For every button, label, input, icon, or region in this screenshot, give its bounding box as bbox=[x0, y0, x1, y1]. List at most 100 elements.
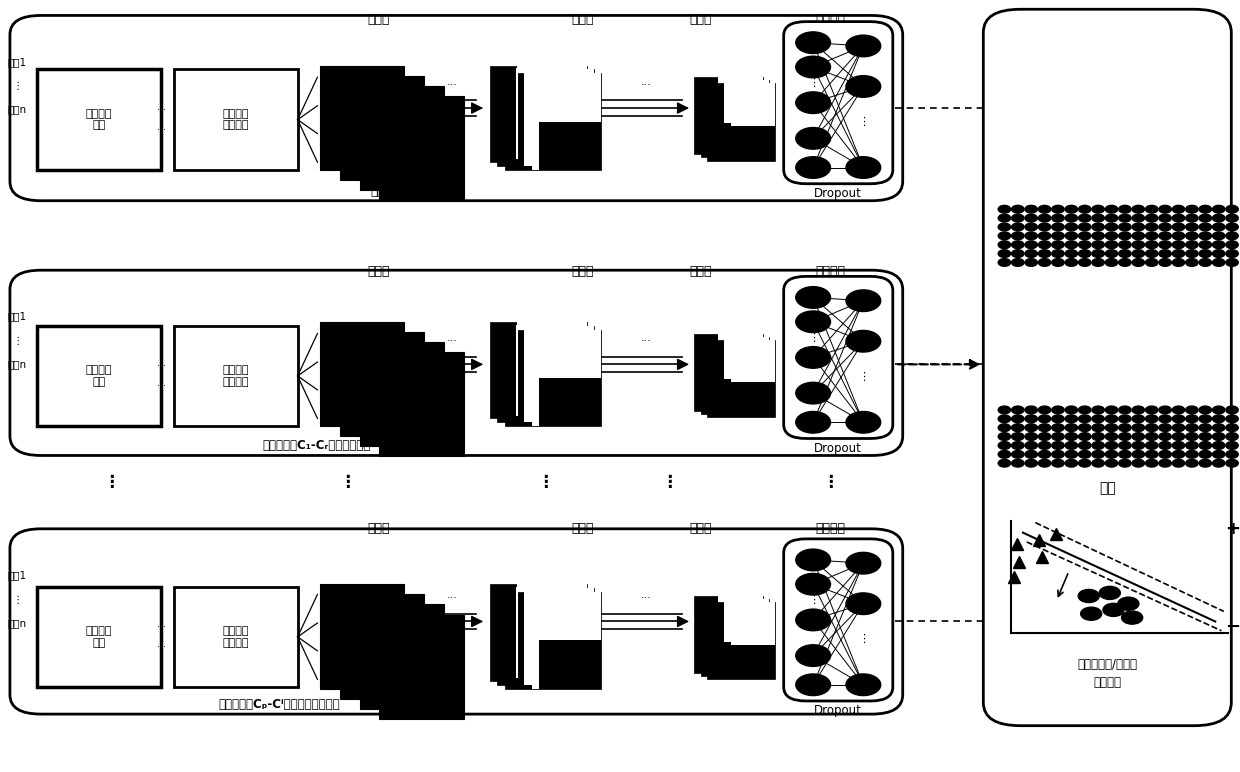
Circle shape bbox=[846, 411, 880, 433]
Bar bbox=[525, 636, 532, 685]
Text: 故障n: 故障n bbox=[7, 105, 27, 114]
Circle shape bbox=[1065, 450, 1078, 459]
Circle shape bbox=[1118, 205, 1131, 213]
Circle shape bbox=[1226, 415, 1239, 423]
Text: 锂电池单体/电池包
故障分类: 锂电池单体/电池包 故障分类 bbox=[1078, 658, 1137, 689]
Bar bbox=[730, 602, 775, 645]
Circle shape bbox=[1159, 442, 1172, 449]
Bar bbox=[724, 337, 769, 379]
Circle shape bbox=[1065, 214, 1078, 222]
Circle shape bbox=[1065, 249, 1078, 257]
Circle shape bbox=[1025, 406, 1038, 414]
Circle shape bbox=[1079, 249, 1091, 257]
Text: ···: ··· bbox=[156, 105, 166, 114]
Circle shape bbox=[1118, 232, 1131, 240]
Circle shape bbox=[1213, 406, 1225, 414]
Circle shape bbox=[998, 259, 1011, 266]
Circle shape bbox=[1199, 214, 1211, 222]
Text: 激活层: 激活层 bbox=[572, 523, 594, 535]
Text: 感知生成
故障样本: 感知生成 故障样本 bbox=[222, 626, 249, 648]
Circle shape bbox=[1012, 432, 1024, 440]
Circle shape bbox=[1213, 450, 1225, 459]
Bar bbox=[505, 592, 601, 689]
Bar bbox=[525, 588, 594, 636]
Circle shape bbox=[1025, 259, 1038, 266]
Circle shape bbox=[1092, 259, 1105, 266]
Text: ···: ··· bbox=[156, 361, 166, 371]
Circle shape bbox=[1052, 442, 1064, 449]
Bar bbox=[174, 326, 298, 426]
Circle shape bbox=[1079, 259, 1091, 266]
Bar bbox=[174, 69, 298, 170]
Circle shape bbox=[1052, 450, 1064, 459]
Bar bbox=[718, 77, 763, 120]
Circle shape bbox=[998, 459, 1011, 467]
Circle shape bbox=[1079, 406, 1091, 414]
Circle shape bbox=[1038, 214, 1050, 222]
Circle shape bbox=[1132, 450, 1145, 459]
Circle shape bbox=[796, 609, 831, 631]
Circle shape bbox=[1146, 214, 1158, 222]
Bar bbox=[724, 599, 769, 642]
Circle shape bbox=[1132, 259, 1145, 266]
Circle shape bbox=[1092, 459, 1105, 467]
Circle shape bbox=[1065, 432, 1078, 440]
Circle shape bbox=[1172, 432, 1184, 440]
Circle shape bbox=[1226, 241, 1239, 249]
Circle shape bbox=[1132, 214, 1145, 222]
Circle shape bbox=[1226, 450, 1239, 459]
Text: ···: ··· bbox=[156, 622, 166, 631]
Text: ⋮: ⋮ bbox=[12, 595, 22, 604]
Bar bbox=[532, 641, 539, 689]
Circle shape bbox=[1038, 450, 1050, 459]
Circle shape bbox=[998, 432, 1011, 440]
Circle shape bbox=[1065, 424, 1078, 432]
FancyBboxPatch shape bbox=[784, 539, 893, 701]
Circle shape bbox=[1132, 223, 1145, 231]
Bar bbox=[525, 374, 532, 422]
Circle shape bbox=[1052, 424, 1064, 432]
Circle shape bbox=[1079, 450, 1091, 459]
Circle shape bbox=[1146, 415, 1158, 423]
Text: 故障1: 故障1 bbox=[7, 57, 27, 66]
Circle shape bbox=[1172, 241, 1184, 249]
Bar bbox=[525, 69, 594, 117]
Circle shape bbox=[1159, 415, 1172, 423]
Circle shape bbox=[1226, 214, 1239, 222]
Text: −: − bbox=[1225, 618, 1240, 636]
Text: 故障1: 故障1 bbox=[7, 571, 27, 580]
Text: ···: ··· bbox=[641, 80, 652, 90]
Circle shape bbox=[1092, 442, 1105, 449]
Text: ⋮: ⋮ bbox=[12, 337, 22, 346]
Circle shape bbox=[1118, 415, 1131, 423]
Bar bbox=[490, 322, 587, 418]
Circle shape bbox=[1038, 432, 1050, 440]
Circle shape bbox=[1172, 214, 1184, 222]
Circle shape bbox=[1012, 223, 1024, 231]
Circle shape bbox=[796, 674, 831, 696]
Text: ⋮: ⋮ bbox=[858, 635, 869, 645]
Circle shape bbox=[1092, 205, 1105, 213]
Circle shape bbox=[1159, 450, 1172, 459]
Circle shape bbox=[1159, 424, 1172, 432]
Circle shape bbox=[1012, 214, 1024, 222]
Circle shape bbox=[1213, 432, 1225, 440]
Circle shape bbox=[1052, 459, 1064, 467]
Circle shape bbox=[1132, 205, 1145, 213]
Circle shape bbox=[1118, 432, 1131, 440]
Circle shape bbox=[1012, 459, 1024, 467]
Circle shape bbox=[1105, 259, 1117, 266]
Circle shape bbox=[1172, 249, 1184, 257]
Circle shape bbox=[1185, 205, 1198, 213]
Circle shape bbox=[1038, 232, 1050, 240]
Circle shape bbox=[796, 56, 831, 78]
Circle shape bbox=[1025, 223, 1038, 231]
Text: 池化层: 池化层 bbox=[689, 13, 712, 25]
Circle shape bbox=[1118, 424, 1131, 432]
Bar bbox=[340, 76, 424, 180]
Circle shape bbox=[1172, 415, 1184, 423]
Circle shape bbox=[1199, 424, 1211, 432]
Circle shape bbox=[1132, 424, 1145, 432]
Circle shape bbox=[1065, 406, 1078, 414]
Text: ⋮: ⋮ bbox=[103, 473, 120, 492]
